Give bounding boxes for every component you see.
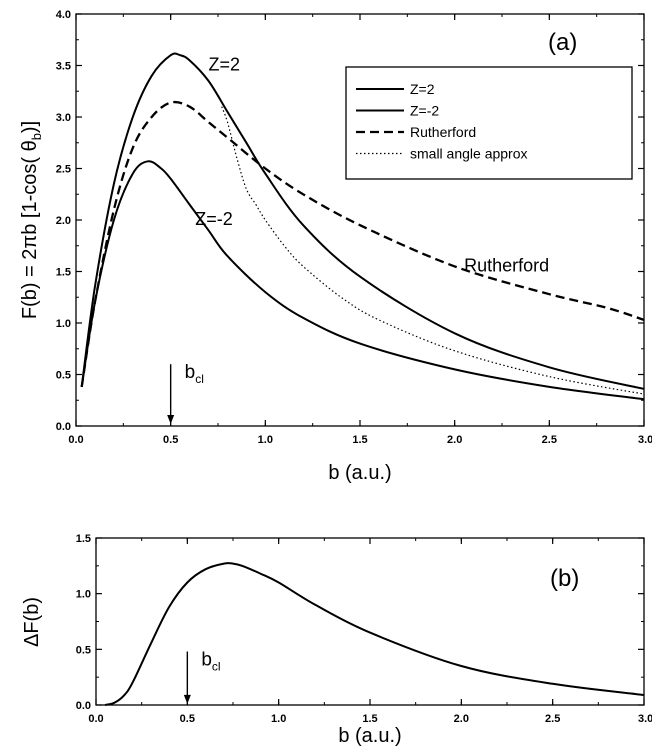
y-tick-label: 3.0 bbox=[56, 112, 71, 124]
panel-a-y-label-sub: b bbox=[29, 133, 44, 140]
y-tick-label: 1.5 bbox=[76, 533, 91, 545]
x-tick-label: 1.5 bbox=[362, 713, 377, 725]
y-tick-label: 0.0 bbox=[76, 700, 91, 712]
panel-a: 0.0 0.5 1.0 1.5 2.0 2.5 3.0 0.0 0.5 1.0 1.5 2.0 2.5… bbox=[19, 9, 652, 484]
panel-b-x-ticks: 0.0 0.5 1.0 1.5 2.0 2.5 3.0 bbox=[88, 538, 652, 725]
x-tick-label: 0.5 bbox=[180, 713, 195, 725]
legend-entry: Z=2 bbox=[410, 81, 435, 97]
series-line-z-2 bbox=[80, 52, 645, 390]
panel-a-y-label-main: F(b) = 2πb [1-cos( θ bbox=[19, 140, 41, 319]
x-tick-label: 1.5 bbox=[352, 434, 367, 446]
x-tick-label: 2.0 bbox=[447, 434, 462, 446]
panel-b: 0.0 0.5 1.0 1.5 2.0 2.5 3.0 0.0 0.5 1.0 1.5 (b) b… bbox=[21, 533, 652, 747]
panel-a-y-label-tail: )] bbox=[19, 121, 41, 133]
series-line-z-2 bbox=[80, 160, 645, 401]
x-tick-label: 0.5 bbox=[163, 434, 178, 446]
panel-a-curves bbox=[80, 52, 645, 401]
panel-a-x-ticks: 0.0 0.5 1.0 1.5 2.0 2.5 3.0 bbox=[68, 14, 652, 446]
panel-a-y-ticks: 0.0 0.5 1.0 1.5 2.0 2.5 3.0 3.5 4.0 bbox=[56, 9, 644, 433]
bcl-arrow-head bbox=[167, 414, 175, 424]
panel-b-bcl-arrow: bcl bbox=[183, 650, 221, 704]
bcl-label: bcl bbox=[185, 362, 204, 386]
y-tick-label: 2.0 bbox=[56, 215, 71, 227]
y-tick-label: 1.0 bbox=[76, 589, 91, 601]
panel-a-bcl-arrow: bcl bbox=[167, 362, 204, 424]
y-tick-label: 0.0 bbox=[56, 421, 71, 433]
x-tick-label: 0.0 bbox=[88, 713, 103, 725]
panel-b-label: (b) bbox=[550, 565, 579, 592]
bcl-label-sub: cl bbox=[212, 660, 221, 674]
panel-b-curves bbox=[104, 562, 645, 706]
panel-b-y-ticks: 0.0 0.5 1.0 1.5 bbox=[76, 533, 644, 712]
panel-b-frame bbox=[95, 537, 645, 706]
legend-entry: Rutherford bbox=[410, 124, 476, 140]
x-tick-label: 2.0 bbox=[454, 713, 469, 725]
x-tick-label: 1.0 bbox=[271, 713, 286, 725]
x-tick-label: 2.5 bbox=[542, 434, 557, 446]
panel-b-y-axis-label: ΔF(b) bbox=[21, 597, 43, 647]
series-line-small-angle-approx bbox=[221, 106, 645, 395]
x-tick-label: 3.0 bbox=[638, 434, 652, 446]
legend-entry: Z=-2 bbox=[410, 103, 439, 119]
bcl-label-main: b bbox=[185, 362, 196, 383]
legend-entry: small angle approx bbox=[410, 146, 528, 162]
bcl-label-main: b bbox=[201, 650, 212, 671]
y-tick-label: 4.0 bbox=[56, 9, 71, 21]
panel-a-legend: Z=2 Z=-2 Rutherford small angle approx bbox=[345, 66, 633, 180]
panel-b-x-axis-label: b (a.u.) bbox=[338, 725, 401, 747]
panel-a-y-axis-label: F(b) = 2πb [1-cos( θb)] bbox=[19, 121, 44, 319]
panel-a-x-axis-label: b (a.u.) bbox=[328, 462, 391, 484]
y-tick-label: 1.5 bbox=[56, 267, 71, 279]
y-tick-label: 0.5 bbox=[76, 644, 91, 656]
legend-box bbox=[345, 66, 633, 180]
bcl-label-sub: cl bbox=[195, 372, 204, 386]
bcl-label: bcl bbox=[201, 650, 220, 674]
panel-a-label: (a) bbox=[548, 29, 577, 56]
y-tick-label: 1.0 bbox=[56, 318, 71, 330]
legend-items: Z=2 Z=-2 Rutherford small angle approx bbox=[356, 81, 528, 162]
x-tick-label: 0.0 bbox=[68, 434, 83, 446]
curve-annotation: Z=-2 bbox=[195, 209, 233, 229]
curve-annotation: Z=2 bbox=[209, 55, 241, 75]
x-tick-label: 1.0 bbox=[258, 434, 273, 446]
bcl-arrow-head bbox=[183, 694, 191, 704]
series-line-curve-0 bbox=[104, 562, 645, 706]
y-tick-label: 2.5 bbox=[56, 164, 71, 176]
panel-a-annotations: Z=2 Z=-2 Rutherford bbox=[195, 55, 549, 276]
x-tick-label: 2.5 bbox=[545, 713, 560, 725]
curve-annotation: Rutherford bbox=[464, 256, 549, 276]
x-tick-label: 3.0 bbox=[638, 713, 652, 725]
y-tick-label: 3.5 bbox=[56, 61, 71, 73]
series-line-rutherford bbox=[80, 100, 645, 388]
y-tick-label: 0.5 bbox=[56, 370, 71, 382]
